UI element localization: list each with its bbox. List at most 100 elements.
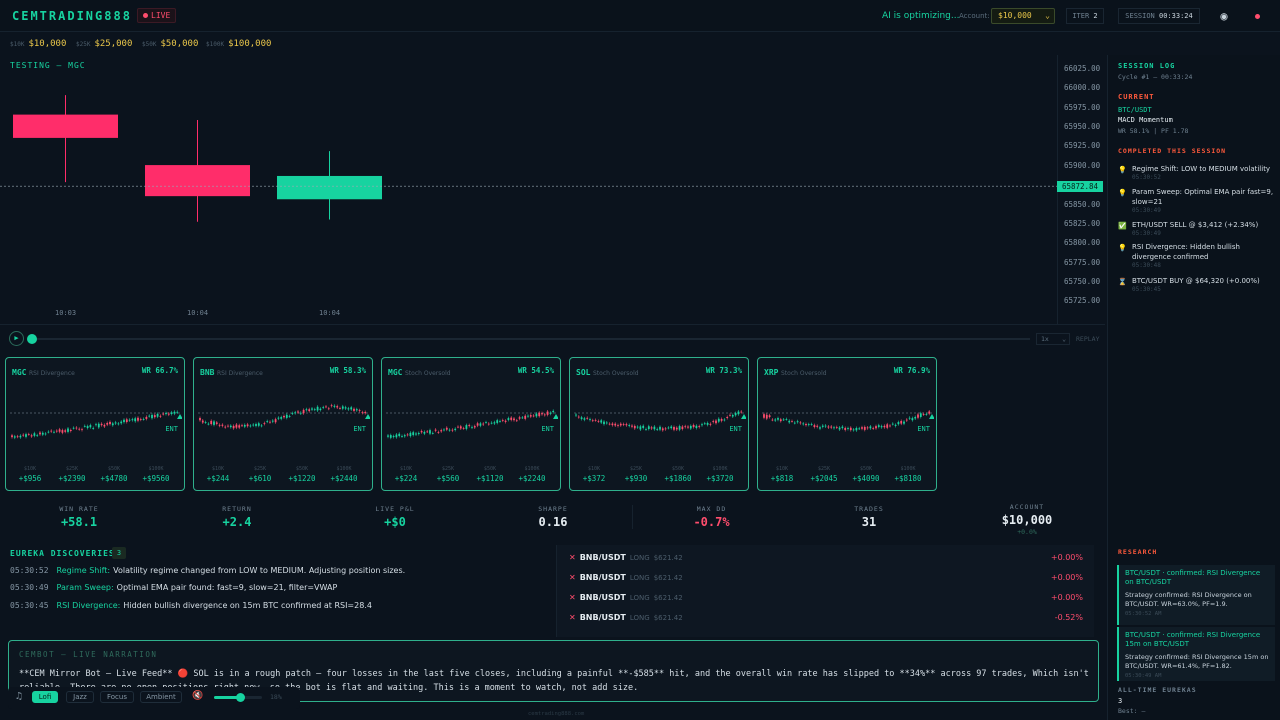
trade-row[interactable]: ✕ BNB/USDT LONG $621.42 +0.00% bbox=[569, 553, 1089, 571]
scrub-handle[interactable] bbox=[27, 334, 37, 344]
music-jazz-button[interactable]: Jazz bbox=[66, 691, 94, 703]
stat-max-dd: MAX DD -0.7% bbox=[632, 505, 790, 529]
card-candle bbox=[863, 426, 866, 430]
card-candle bbox=[131, 419, 134, 421]
card-candle bbox=[880, 426, 883, 428]
session-log-title: SESSION LOG bbox=[1118, 62, 1176, 70]
card-candle bbox=[771, 419, 774, 421]
card-candle bbox=[291, 413, 294, 414]
completed-time: 05:30:48 bbox=[1132, 262, 1161, 269]
card-candle bbox=[283, 415, 285, 418]
trade-side: LONG bbox=[629, 594, 650, 602]
strategy-card[interactable]: MGC Stoch Oversold WR 54.5% ENT $10K +$224 $25… bbox=[381, 357, 561, 491]
price-label: 65825.00 bbox=[1064, 219, 1101, 228]
music-focus-button[interactable]: Focus bbox=[100, 691, 134, 703]
card-candle bbox=[810, 424, 813, 425]
card-candle bbox=[269, 421, 271, 423]
card-pnl-value: +$2240 bbox=[518, 474, 546, 483]
tier-25k[interactable]: $25K $25,000 bbox=[76, 39, 132, 49]
card-pnl-value: +$372 bbox=[582, 474, 606, 483]
card-candle bbox=[763, 414, 765, 418]
card-candle bbox=[788, 420, 791, 423]
trade-row[interactable]: ✕ BNB/USDT LONG $621.42 +0.00% bbox=[569, 593, 1089, 611]
speed-select[interactable]: 1x ⌄ bbox=[1036, 333, 1070, 345]
trade-side: LONG bbox=[629, 574, 650, 582]
mute-icon[interactable]: 🔇 bbox=[192, 691, 204, 701]
strategy-card[interactable]: MGC RSI Divergence WR 66.7% ENT $10K +$956 $25… bbox=[5, 357, 185, 491]
card-candle bbox=[199, 418, 201, 421]
stat-value: -0.7% bbox=[693, 515, 730, 529]
strategy-card[interactable]: XRP Stoch Oversold WR 76.9% ENT $10K +$818 $25… bbox=[757, 357, 937, 491]
trade-price: $621.42 bbox=[653, 554, 683, 562]
card-candle bbox=[824, 425, 827, 427]
card-candle bbox=[499, 421, 501, 422]
card-candle bbox=[645, 429, 647, 430]
card-candle bbox=[260, 425, 263, 427]
research-card[interactable]: BTC/USDT · confirmed: RSI Divergence 15m… bbox=[1117, 627, 1275, 687]
volume-handle[interactable] bbox=[236, 693, 246, 702]
card-pnl: $25K +$930 bbox=[616, 466, 656, 483]
price-label: 65925.00 bbox=[1064, 141, 1101, 150]
account-select[interactable]: $10,000 ⌄ bbox=[991, 8, 1055, 24]
music-lofi-button[interactable]: Lofi bbox=[32, 691, 58, 703]
card-candle bbox=[689, 425, 692, 429]
trade-row[interactable]: ✕ BNB/USDT LONG $621.42 +0.00% bbox=[569, 573, 1089, 591]
card-candle bbox=[468, 425, 471, 426]
main-chart[interactable]: TESTING — MGC 66025.00 66000.00 65975.00 65… bbox=[0, 55, 1105, 325]
trade-row[interactable]: ✕ BNB/USDT LONG $621.42 -0.52% bbox=[569, 613, 1089, 631]
card-candle bbox=[914, 417, 917, 419]
card-symbol: MGC bbox=[388, 368, 403, 377]
card-strategy: RSI Divergence bbox=[29, 370, 75, 377]
card-pnl-value: +$4090 bbox=[852, 474, 880, 483]
tier-100k[interactable]: $100K $100,000 bbox=[206, 39, 271, 49]
card-candle bbox=[406, 434, 409, 436]
music-ambient-button[interactable]: Ambient bbox=[140, 691, 182, 703]
research-card[interactable]: BTC/USDT · confirmed: RSI Divergence on … bbox=[1117, 565, 1275, 625]
strategy-card[interactable]: BNB RSI Divergence WR 58.3% ENT $10K +$244 $25… bbox=[193, 357, 373, 491]
profile-icon[interactable]: ◉ bbox=[1220, 9, 1228, 23]
card-pnl-tier: $10K bbox=[587, 466, 601, 472]
card-pnl-tier: $10K bbox=[399, 466, 413, 472]
replay-button[interactable]: REPLAY bbox=[1076, 335, 1100, 343]
card-candle bbox=[159, 415, 162, 417]
card-candle bbox=[591, 420, 594, 422]
card-candle bbox=[894, 424, 897, 426]
card-pnl-tier: $100K bbox=[900, 466, 916, 472]
card-candle bbox=[235, 424, 238, 428]
card-candle bbox=[869, 426, 872, 429]
tier-value: $25,000 bbox=[94, 39, 133, 49]
card-pnl-tier: $50K bbox=[295, 466, 309, 472]
tier-50k[interactable]: $50K $50,000 bbox=[142, 39, 198, 49]
card-candle bbox=[737, 411, 740, 415]
tier-10k[interactable]: $10K $10,000 bbox=[10, 39, 66, 49]
card-candle bbox=[213, 421, 215, 425]
alltime-panel: ALL-TIME EUREKAS 3 Best: — bbox=[1108, 681, 1280, 720]
card-candle bbox=[50, 430, 53, 432]
card-candle bbox=[835, 427, 838, 428]
completed-text: Regime Shift: LOW to MEDIUM volatility bbox=[1132, 165, 1271, 173]
card-candle bbox=[580, 417, 583, 419]
card-candle bbox=[600, 420, 603, 423]
card-candle bbox=[796, 421, 799, 423]
card-candle bbox=[617, 425, 619, 426]
card-candle bbox=[656, 429, 659, 430]
card-candle bbox=[802, 423, 805, 425]
completed-item: ⌛ BTC/USDT BUY @ $64,320 (+0.00%) 05:30:45 bbox=[1118, 276, 1276, 294]
speed-value: 1x bbox=[1041, 335, 1049, 343]
check-icon: ✅ bbox=[1118, 222, 1127, 230]
candle-body bbox=[145, 165, 250, 197]
scrub-track[interactable] bbox=[32, 338, 1030, 340]
card-pnl-value: +$4780 bbox=[100, 474, 128, 483]
stat-trades: TRADES 31 bbox=[790, 505, 948, 529]
card-candle bbox=[297, 411, 299, 413]
card-candle bbox=[167, 413, 170, 415]
play-button[interactable]: ▶ bbox=[9, 331, 24, 346]
volume-slider[interactable] bbox=[214, 693, 262, 702]
trade-pair: BNB/USDT bbox=[579, 553, 626, 562]
strategy-card[interactable]: SOL Stoch Oversold WR 73.3% ENT $10K +$372 $25… bbox=[569, 357, 749, 491]
card-candle bbox=[238, 425, 241, 428]
card-pnl: $10K +$818 bbox=[762, 466, 802, 483]
card-candle bbox=[527, 415, 529, 417]
card-candle bbox=[97, 423, 100, 428]
card-pnl: $50K +$1860 bbox=[658, 466, 698, 483]
